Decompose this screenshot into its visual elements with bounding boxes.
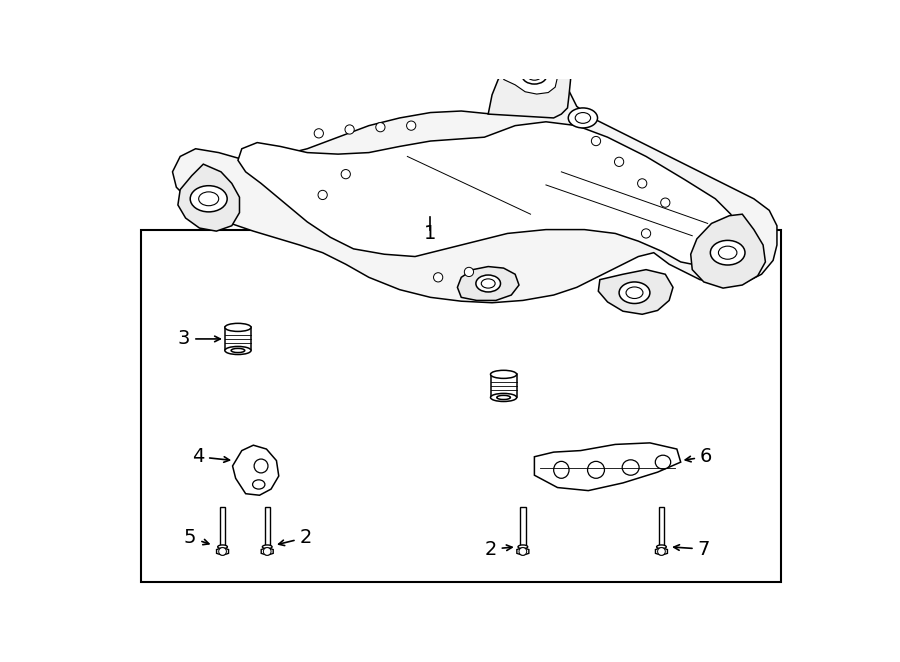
Ellipse shape	[619, 282, 650, 303]
Polygon shape	[232, 445, 279, 495]
Polygon shape	[598, 269, 673, 314]
Ellipse shape	[190, 186, 227, 212]
Ellipse shape	[575, 113, 590, 123]
Polygon shape	[690, 214, 765, 288]
Circle shape	[345, 125, 355, 134]
Bar	[225, 328, 251, 350]
Text: 2: 2	[279, 528, 312, 547]
Ellipse shape	[554, 461, 569, 479]
Circle shape	[264, 547, 271, 555]
Circle shape	[661, 198, 670, 207]
Text: 3: 3	[178, 330, 220, 348]
Polygon shape	[655, 547, 668, 555]
Ellipse shape	[491, 370, 517, 379]
Polygon shape	[217, 547, 229, 555]
Polygon shape	[488, 45, 571, 118]
Ellipse shape	[655, 455, 670, 469]
Text: 1: 1	[424, 224, 436, 242]
Text: 4: 4	[192, 448, 230, 466]
Bar	[491, 374, 517, 397]
Circle shape	[314, 128, 323, 138]
Circle shape	[615, 157, 624, 166]
Text: 2: 2	[484, 540, 512, 559]
Polygon shape	[535, 443, 680, 491]
Ellipse shape	[527, 71, 541, 80]
Ellipse shape	[718, 246, 737, 260]
Text: 7: 7	[674, 540, 710, 559]
Circle shape	[219, 547, 227, 555]
Circle shape	[341, 169, 350, 179]
Circle shape	[637, 179, 647, 188]
Ellipse shape	[225, 346, 251, 355]
Ellipse shape	[588, 461, 605, 479]
Ellipse shape	[199, 192, 219, 206]
Polygon shape	[517, 547, 529, 555]
Ellipse shape	[622, 460, 639, 475]
Ellipse shape	[497, 395, 510, 400]
Polygon shape	[457, 267, 519, 301]
Polygon shape	[504, 56, 557, 94]
Polygon shape	[238, 122, 738, 267]
Polygon shape	[178, 164, 239, 231]
Circle shape	[434, 273, 443, 282]
Ellipse shape	[225, 323, 251, 332]
Circle shape	[464, 267, 473, 277]
Circle shape	[318, 190, 328, 199]
Ellipse shape	[710, 240, 745, 265]
Ellipse shape	[568, 108, 598, 128]
Polygon shape	[261, 547, 274, 555]
Text: 5: 5	[184, 528, 209, 547]
Ellipse shape	[657, 545, 666, 549]
Ellipse shape	[476, 275, 500, 292]
Circle shape	[658, 547, 665, 555]
Ellipse shape	[218, 545, 228, 549]
Ellipse shape	[626, 287, 643, 299]
Bar	[265, 507, 270, 547]
Polygon shape	[173, 75, 777, 303]
Ellipse shape	[482, 279, 495, 288]
Bar	[220, 507, 225, 547]
Circle shape	[642, 229, 651, 238]
Ellipse shape	[263, 545, 272, 549]
Ellipse shape	[518, 545, 527, 549]
Ellipse shape	[253, 480, 265, 489]
Bar	[141, 230, 781, 581]
Circle shape	[407, 121, 416, 130]
Ellipse shape	[231, 348, 245, 353]
Ellipse shape	[491, 393, 517, 401]
Bar	[520, 507, 526, 547]
Ellipse shape	[522, 67, 546, 84]
Circle shape	[519, 547, 526, 555]
Circle shape	[376, 122, 385, 132]
Circle shape	[591, 136, 600, 146]
Bar	[659, 507, 664, 547]
Text: 6: 6	[685, 448, 712, 466]
Ellipse shape	[254, 459, 268, 473]
